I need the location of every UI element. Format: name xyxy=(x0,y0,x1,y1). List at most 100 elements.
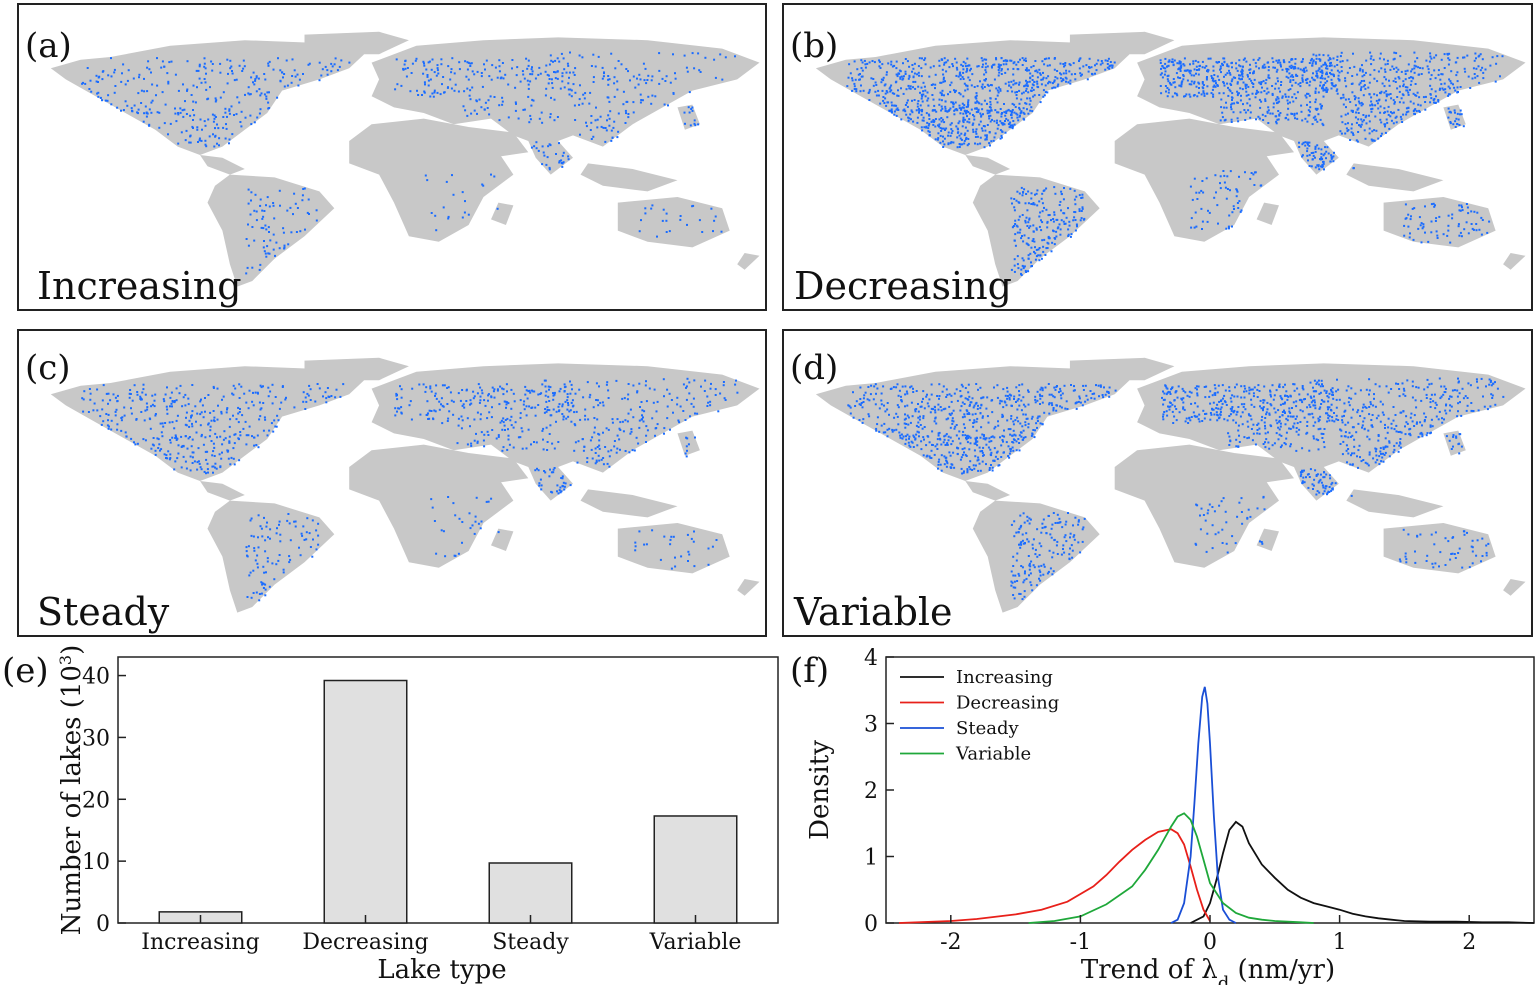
landmass-north-america xyxy=(815,40,1130,156)
x-tick-label: Increasing xyxy=(141,930,259,955)
y-tick-label: 0 xyxy=(864,912,878,937)
x-axis-label: Lake type xyxy=(377,955,506,985)
lake-dots xyxy=(846,51,1504,276)
landmass-new-zealand xyxy=(737,579,760,596)
map-panel-d: (d) Variable xyxy=(782,329,1533,637)
landmass-greenland xyxy=(304,357,409,381)
landmass-madagascar xyxy=(1256,202,1279,225)
world-map-b xyxy=(815,31,1526,287)
lake-dots xyxy=(81,377,739,602)
landmass-arabia xyxy=(1234,127,1294,158)
panel-label-d: (d) xyxy=(790,348,839,388)
landmass-south-america xyxy=(207,174,335,287)
landmass-australia xyxy=(1383,197,1496,248)
legend-label-increasing: Increasing xyxy=(956,667,1053,688)
landmass-europe-asia xyxy=(1137,37,1526,147)
landmass-south-america xyxy=(972,500,1100,613)
x-tick-label: 1 xyxy=(1333,930,1347,955)
plot-frame xyxy=(117,656,779,924)
landmass-arabia xyxy=(468,453,529,484)
map-title-d: Variable xyxy=(794,590,953,634)
y-tick-label: 40 xyxy=(82,665,110,690)
y-tick-label: 10 xyxy=(82,850,110,875)
landmass-south-america xyxy=(207,500,335,613)
legend-label-variable: Variable xyxy=(955,744,1031,765)
landmass-australia xyxy=(1383,523,1496,574)
landmass-greenland xyxy=(1069,357,1175,381)
landmass-madagascar xyxy=(1256,528,1279,551)
landmass-new-zealand xyxy=(1503,253,1526,270)
x-tick-label: Variable xyxy=(649,930,742,955)
map-panel-a: (a) Increasing xyxy=(17,3,767,311)
x-tick-label: 2 xyxy=(1462,930,1476,955)
bar-chart-lake-counts: 0 10 20 30 40 Increasing Decreasing Steady Varia… xyxy=(56,645,779,985)
x-tick-label: Steady xyxy=(492,930,569,955)
y-tick-label: 0 xyxy=(96,912,110,937)
x-axis-label: Trend of λd (nm/yr) xyxy=(1081,955,1335,985)
y-tick-label: 30 xyxy=(82,726,110,751)
legend-label-decreasing: Decreasing xyxy=(956,693,1059,714)
panel-label-e: (e) xyxy=(2,651,49,691)
landmass-india xyxy=(1294,141,1339,175)
panel-label-c: (c) xyxy=(25,348,71,388)
bar-decreasing xyxy=(323,679,408,924)
series-line-variable xyxy=(1028,812,1314,924)
landmass-japan xyxy=(677,104,700,130)
series-line-steady xyxy=(1170,686,1237,924)
landmass-india xyxy=(1294,467,1339,501)
bar-variable xyxy=(653,815,738,924)
map-panel-c: (c) Steady xyxy=(17,329,767,637)
landmass-africa xyxy=(349,444,514,568)
landmass-central-america xyxy=(965,481,1011,501)
landmass-new-zealand xyxy=(737,253,760,270)
landmass-se-asia-islands xyxy=(580,163,678,192)
landmass-new-zealand xyxy=(1503,579,1526,596)
landmass-greenland xyxy=(304,31,409,55)
landmass-central-america xyxy=(200,155,245,175)
panel-label-a: (a) xyxy=(25,26,72,66)
lake-dots xyxy=(81,51,736,275)
world-map-c xyxy=(50,357,760,613)
lake-dots xyxy=(847,377,1505,601)
x-tick-label: -2 xyxy=(940,930,961,955)
landmass-se-asia-islands xyxy=(580,489,678,518)
landmass-central-america xyxy=(965,155,1011,175)
landmass-se-asia-islands xyxy=(1346,489,1444,518)
landmass-north-america xyxy=(50,40,365,156)
y-axis-label: Number of lakes (103) xyxy=(56,645,88,935)
landmass-arabia xyxy=(468,127,529,158)
x-tick-label: Decreasing xyxy=(302,930,428,955)
y-axis-label: Density xyxy=(805,740,835,840)
world-map-d xyxy=(815,357,1526,613)
x-tick-label: -1 xyxy=(1070,930,1091,955)
landmass-africa xyxy=(349,118,514,242)
landmass-central-america xyxy=(200,481,245,501)
series-line-decreasing xyxy=(898,828,1211,924)
y-tick-label: 20 xyxy=(82,788,110,813)
x-tick-label: 0 xyxy=(1203,930,1217,955)
legend-label-steady: Steady xyxy=(956,718,1019,739)
landmass-australia xyxy=(617,197,730,248)
y-tick-label: 4 xyxy=(864,646,878,671)
map-title-c: Steady xyxy=(37,590,170,634)
landmass-greenland xyxy=(1069,31,1175,55)
density-chart-trend: 0 1 2 3 4 -2 -1 0 1 2 Increasing Decreasing Steady V… xyxy=(805,646,1535,985)
landmass-se-asia-islands xyxy=(1346,163,1444,192)
bar-steady xyxy=(488,862,573,924)
landmass-madagascar xyxy=(491,202,514,225)
y-tick-label: 2 xyxy=(864,779,878,804)
landmass-japan xyxy=(677,430,700,456)
landmass-japan xyxy=(1443,430,1466,456)
landmass-madagascar xyxy=(491,528,514,551)
series-line-increasing xyxy=(1190,820,1535,924)
landmass-japan xyxy=(1443,104,1466,130)
map-panel-b: (b) Decreasing xyxy=(782,3,1533,311)
landmass-australia xyxy=(617,523,730,574)
map-title-b: Decreasing xyxy=(794,264,1012,308)
landmass-africa xyxy=(1114,118,1279,242)
panel-label-f: (f) xyxy=(790,651,830,691)
map-title-a: Increasing xyxy=(37,264,242,308)
panel-label-b: (b) xyxy=(790,26,839,66)
y-tick-label: 1 xyxy=(864,846,878,871)
landmass-arabia xyxy=(1234,453,1294,484)
